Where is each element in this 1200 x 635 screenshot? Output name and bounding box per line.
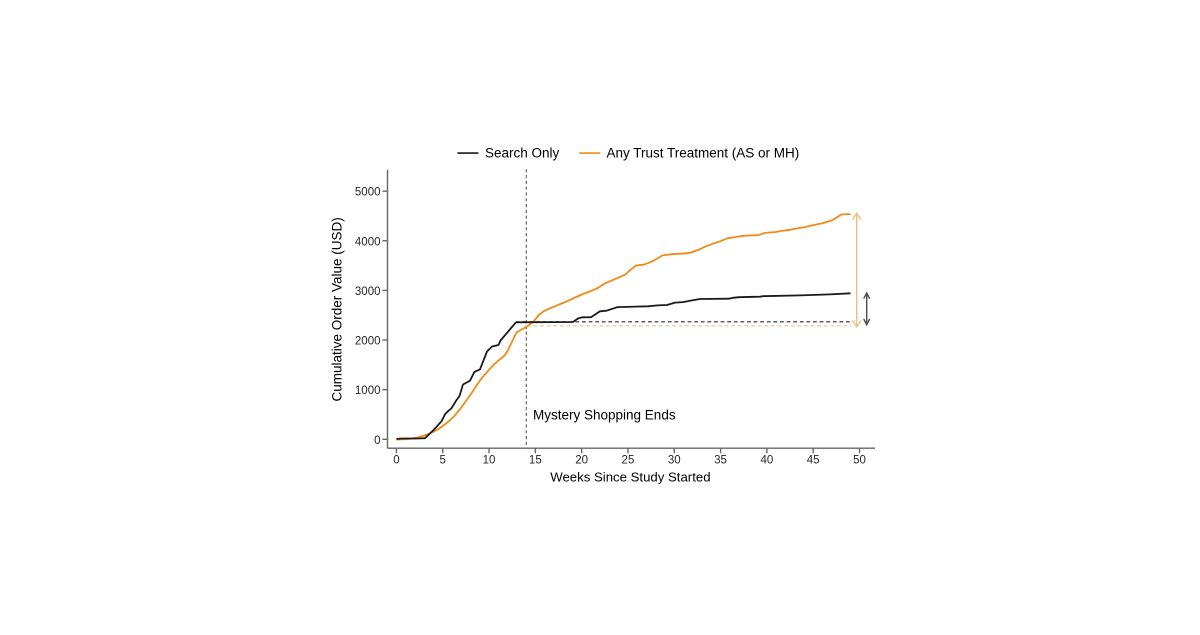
svg-text:25: 25 xyxy=(622,455,635,467)
svg-text:20: 20 xyxy=(575,455,588,467)
svg-text:Weeks Since Study Started: Weeks Since Study Started xyxy=(550,470,710,485)
svg-text:15: 15 xyxy=(529,455,542,467)
svg-text:3000: 3000 xyxy=(355,286,381,298)
svg-text:35: 35 xyxy=(714,455,727,467)
svg-text:0: 0 xyxy=(393,455,399,467)
svg-text:10: 10 xyxy=(483,455,496,467)
svg-text:Mystery Shopping Ends: Mystery Shopping Ends xyxy=(533,407,676,422)
svg-text:5: 5 xyxy=(440,455,446,467)
svg-text:50: 50 xyxy=(853,455,866,467)
svg-text:30: 30 xyxy=(668,455,681,467)
svg-text:0: 0 xyxy=(374,435,380,447)
svg-text:40: 40 xyxy=(760,455,773,467)
svg-text:Any Trust Treatment (AS or MH): Any Trust Treatment (AS or MH) xyxy=(607,145,800,160)
svg-text:Search Only: Search Only xyxy=(485,145,560,160)
svg-text:Cumulative Order Value (USD): Cumulative Order Value (USD) xyxy=(329,217,344,401)
svg-text:2000: 2000 xyxy=(355,336,381,348)
svg-text:45: 45 xyxy=(807,455,820,467)
svg-text:4000: 4000 xyxy=(355,236,381,248)
svg-text:5000: 5000 xyxy=(355,187,381,199)
svg-text:1000: 1000 xyxy=(355,385,381,397)
